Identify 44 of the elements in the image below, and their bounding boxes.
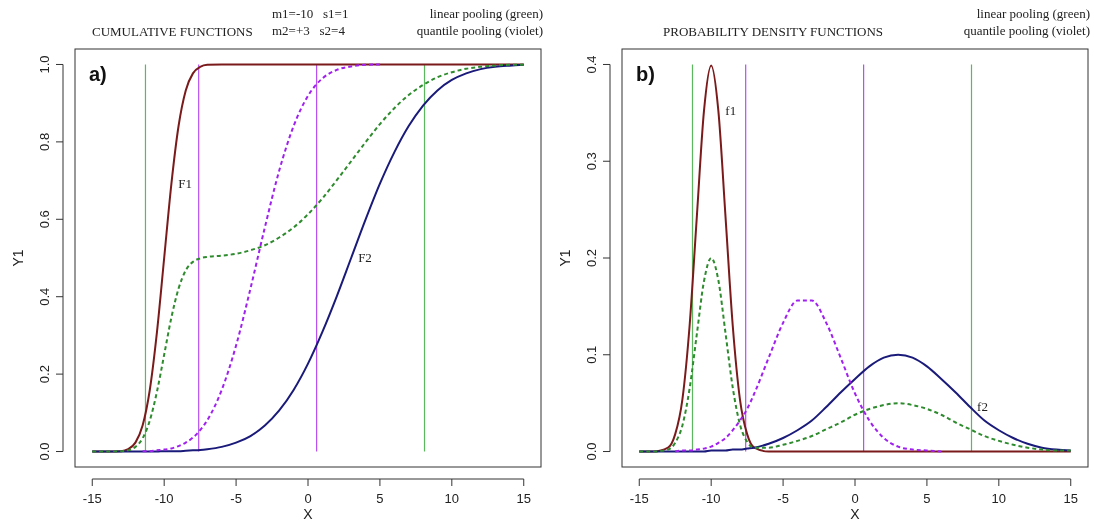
chart-title: PROBABILITY DENSITY FUNCTIONS (663, 24, 884, 39)
text: linear pooling (green) quantile pooling (violet) (963, 6, 1090, 38)
x-tick-label: -5 (230, 491, 242, 506)
y-tick-label: 0.2 (584, 248, 599, 268)
y-tick-label: 0.2 (37, 365, 52, 384)
x-tick-label: 10 (991, 491, 1007, 506)
x-tick-label: -10 (701, 491, 721, 506)
y-axis-title: Y1 (10, 249, 26, 267)
annotation: f1 (725, 102, 737, 118)
y-tick-label: 0.0 (584, 442, 599, 461)
x-tick-label: 0 (851, 491, 859, 506)
x-tick-label: 5 (376, 491, 384, 506)
annotation: a) (89, 63, 107, 85)
text: linear pooling (green) quantile pooling (violet) (416, 6, 543, 38)
x-tick-label: 15 (1063, 491, 1078, 506)
x-tick-label: 5 (923, 491, 931, 506)
x-tick-label: 10 (444, 491, 460, 506)
x-tick-label: 15 (516, 491, 531, 506)
y-tick-label: 0.4 (584, 55, 599, 74)
annotation: F1 (178, 176, 193, 192)
y-tick-label: 0.0 (37, 442, 52, 461)
line-series (638, 257, 1072, 453)
y-tick-label: 0.3 (584, 152, 599, 171)
y-tick-label: 0.4 (37, 287, 52, 306)
annotation: f2 (977, 399, 988, 415)
x-tick-label: 0 (304, 491, 312, 506)
line-series (141, 63, 381, 453)
x-tick-label: -10 (154, 491, 174, 506)
text: m1=-10 s1=1 m2=+3 s2=4 (272, 6, 349, 38)
y-tick-label: 0.8 (37, 132, 52, 151)
line-series (674, 299, 943, 453)
y-tick-label: 0.1 (584, 345, 599, 364)
annotation: F2 (358, 250, 372, 265)
y-axis-title: Y1 (557, 249, 573, 267)
x-tick-label: -15 (82, 491, 102, 506)
line-series (91, 63, 525, 453)
y-tick-label: 1.0 (37, 55, 52, 74)
x-tick-label: -15 (629, 491, 649, 506)
x-axis-title: X (303, 506, 314, 522)
chart-title: CUMULATIVE FUNCTIONS (92, 24, 253, 39)
annotation: b) (636, 63, 655, 85)
x-axis-title: X (850, 506, 861, 522)
y-tick-label: 0.6 (37, 210, 52, 229)
x-tick-label: -5 (777, 491, 789, 506)
